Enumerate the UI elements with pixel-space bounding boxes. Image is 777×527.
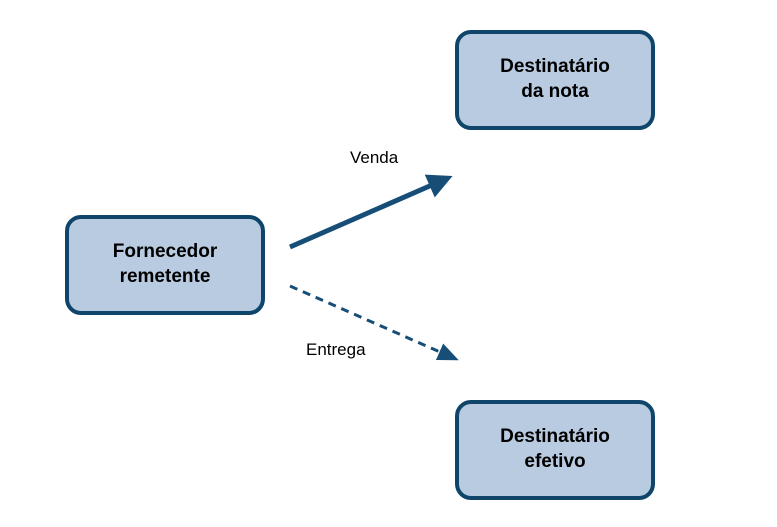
- node-dest-nota: Destinatário da nota: [455, 30, 655, 130]
- node-dest-nota-label-1: Destinatário: [500, 56, 610, 77]
- edge-venda-label: Venda: [350, 148, 398, 168]
- node-dest-efetivo-label-2: efetivo: [524, 451, 585, 472]
- node-fornecedor-label-1: Fornecedor: [113, 241, 218, 262]
- edge-venda-line: [290, 178, 448, 247]
- node-dest-efetivo: Destinatário efetivo: [455, 400, 655, 500]
- diagram-canvas: Fornecedor remetente Destinatário da not…: [0, 0, 777, 527]
- node-fornecedor-label-2: remetente: [120, 266, 211, 287]
- edge-entrega-label: Entrega: [306, 340, 366, 360]
- node-fornecedor: Fornecedor remetente: [65, 215, 265, 315]
- node-dest-efetivo-label-1: Destinatário: [500, 426, 610, 447]
- node-dest-nota-label-2: da nota: [521, 81, 589, 102]
